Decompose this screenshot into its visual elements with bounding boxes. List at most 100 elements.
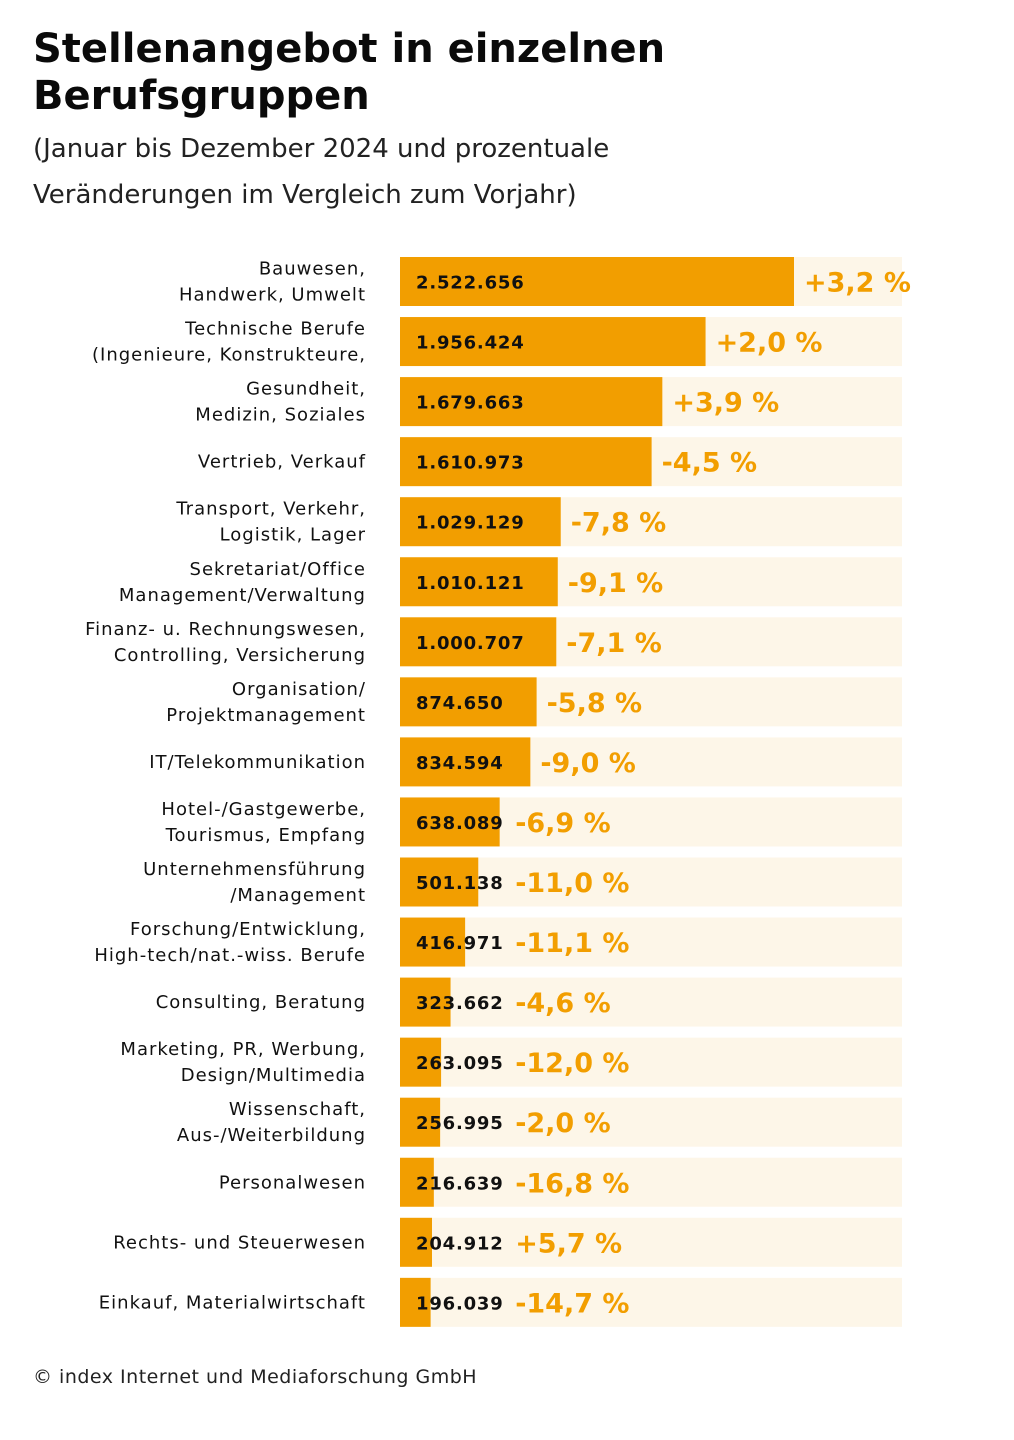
category-label-line: Medizin, Soziales (195, 405, 366, 426)
chart-subtitle-line-2: Veränderungen im Vergleich zum Vorjahr) (33, 180, 577, 210)
category-label-line: Technische Berufe (184, 319, 366, 340)
category-label: Wissenschaft, Aus-/Weiterbildung (177, 1099, 366, 1146)
bar-value-label: 834.594 (416, 753, 504, 774)
category-label-line: Organisation/ (232, 679, 366, 700)
category-label-line: Projektmanagement (166, 705, 366, 726)
bar-track (400, 1277, 902, 1327)
bar-value-label: 204.912 (416, 1233, 504, 1254)
bar (400, 257, 794, 306)
category-label-line: Gesundheit, (246, 379, 366, 400)
bar (400, 617, 557, 667)
bar (400, 497, 561, 547)
chart-title: Stellenangebot in einzelnen Berufsgruppe… (33, 26, 933, 120)
category-label: Bauwesen, Handwerk, Umwelt (179, 259, 366, 306)
bar-change-label: +5,7 % (515, 1228, 622, 1259)
category-label: Hotel-/Gastgewerbe, Tourismus, Empfang (161, 799, 366, 846)
bar-value-label: 501.138 (416, 873, 504, 894)
bar-change-label: -16,8 % (515, 1168, 629, 1199)
category-label-line: Transport, Verkehr, (175, 499, 366, 520)
bar-value-label: 263.095 (416, 1053, 504, 1074)
bar-change-label: +3,2 % (804, 268, 911, 299)
category-label: Marketing, PR, Werbung, Design/Multimedia (120, 1039, 366, 1086)
category-label: IT/Telekommunikation (149, 752, 366, 773)
category-label: Organisation/Projektmanagement (166, 679, 366, 726)
category-label-line: Einkauf, Materialwirtschaft (99, 1292, 366, 1313)
bar-value-label: 638.089 (416, 813, 504, 834)
category-label: Consulting, Beratung (156, 992, 366, 1013)
bar (400, 1037, 442, 1087)
category-label: Rechts- und Steuerwesen (113, 1232, 366, 1253)
bar (400, 557, 558, 607)
category-label-line: Controlling, Versicherung (114, 645, 366, 666)
bar-value-label: 216.639 (416, 1173, 504, 1194)
category-label-line: Sekretariat/Office (190, 559, 366, 580)
bar-change-label: -11,0 % (515, 868, 629, 899)
category-label: Forschung/Entwicklung, High-tech/nat.-wis… (94, 919, 366, 966)
chart-title-line-2: Berufsgruppen (33, 73, 370, 119)
category-label-line: Management/Verwaltung (119, 585, 366, 606)
bar-change-label: -14,7 % (515, 1288, 629, 1319)
bar-value-label: 1.010.121 (416, 573, 525, 594)
bar-change-label: -4,6 % (515, 988, 611, 1019)
bar-value-label: 323.662 (416, 993, 504, 1014)
bar-track (400, 917, 902, 967)
bar (400, 917, 466, 967)
bar-track (400, 977, 902, 1027)
bar-change-label: -6,9 % (515, 808, 611, 839)
bar-value-label: 2.522.656 (416, 273, 525, 294)
bar-track (400, 1157, 902, 1207)
category-label-line: Bauwesen, (259, 259, 366, 280)
bar (400, 1217, 433, 1267)
category-label-line: Unternehmensführung (143, 859, 366, 880)
category-label: Transport, Verkehr, Logistik, Lager (175, 499, 366, 546)
bar (400, 857, 479, 907)
category-label-line: Logistik, Lager (220, 525, 366, 546)
category-label: Finanz- u. Rechnungswesen, Controlling, V… (85, 619, 366, 666)
bar-change-label: -7,8 % (571, 508, 667, 539)
category-label: Technische Berufe (Ingenieure, Konstrukte… (92, 319, 366, 366)
category-label-line: Design/Multimedia (181, 1065, 366, 1086)
bar-change-label: +2,0 % (716, 328, 823, 359)
bar-track (400, 1217, 902, 1267)
bar-chart: 2.522.656 +3,2 % Bauwesen, Handwerk, Umwelt… (85, 257, 911, 1327)
bar (400, 1277, 431, 1327)
chart-subtitle-line-1: (Januar bis Dezember 2024 und prozentual… (33, 134, 610, 164)
category-label: Einkauf, Materialwirtschaft (99, 1292, 366, 1313)
bar-track (400, 857, 902, 907)
bar (400, 377, 663, 427)
bar-change-label: -9,1 % (568, 568, 664, 599)
bar (400, 977, 451, 1027)
bar-track (400, 1037, 902, 1087)
category-label-line: High-tech/nat.-wiss. Berufe (94, 945, 366, 966)
bar (400, 737, 531, 787)
category-label: Vertrieb, Verkauf (198, 452, 366, 473)
bar-change-label: -7,1 % (566, 628, 662, 659)
bar-change-label: -11,1 % (515, 928, 629, 959)
bar-track (400, 1097, 902, 1147)
bar-value-label: 1.029.129 (416, 513, 525, 534)
category-label-line: Hotel-/Gastgewerbe, (161, 799, 366, 820)
bar-change-label: +3,9 % (672, 388, 779, 419)
bar-value-label: 874.650 (416, 693, 504, 714)
bar-value-label: 256.995 (416, 1113, 504, 1134)
category-label: Gesundheit, Medizin, Soziales (195, 379, 366, 426)
category-label-line: Personalwesen (219, 1172, 366, 1193)
copyright-footer: © index Internet und Mediaforschung GmbH (33, 1366, 478, 1388)
bar-value-label: 196.039 (416, 1293, 504, 1314)
bar-value-label: 1.679.663 (416, 393, 525, 414)
bar-change-label: -2,0 % (515, 1108, 611, 1139)
bar-value-label: 416.971 (416, 933, 504, 954)
category-label-line: Rechts- und Steuerwesen (113, 1232, 366, 1253)
bar-value-label: 1.000.707 (416, 633, 525, 654)
category-label-line: Aus-/Weiterbildung (177, 1125, 366, 1146)
category-label-line: Vertrieb, Verkauf (198, 452, 366, 473)
category-label: Sekretariat/Office Management/Verwaltung (119, 559, 366, 606)
bar (400, 437, 652, 487)
category-label: Unternehmensführung/Management (143, 859, 366, 906)
category-label-line: Marketing, PR, Werbung, (120, 1039, 366, 1060)
bar-change-label: -12,0 % (515, 1048, 629, 1079)
bar (400, 317, 706, 367)
category-label-line: (Ingenieure, Konstrukteure, (92, 345, 366, 366)
bar (400, 797, 500, 847)
bar-change-label: -5,8 % (547, 688, 643, 719)
